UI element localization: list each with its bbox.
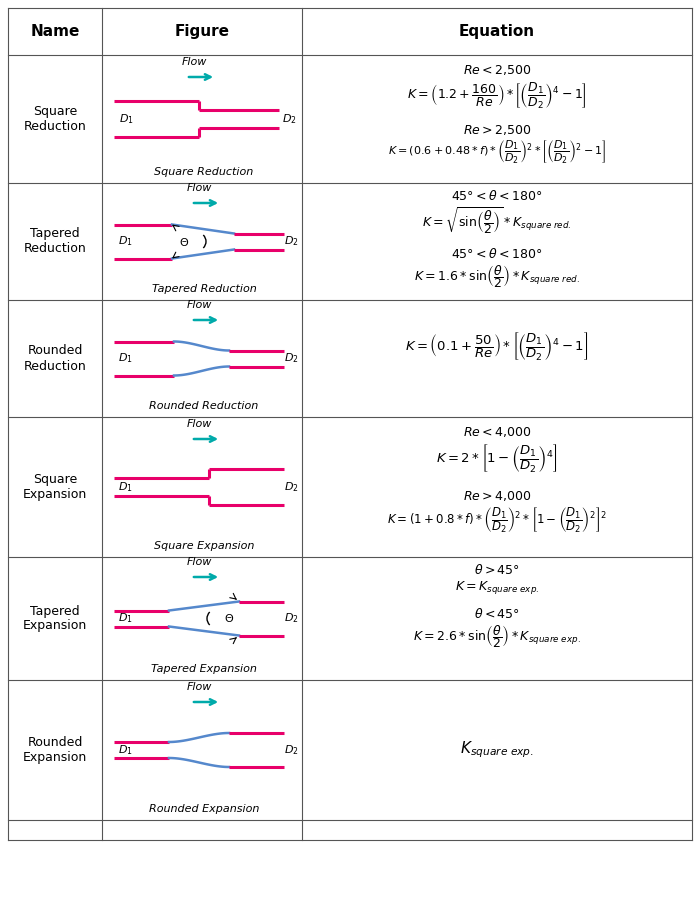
Text: Flow: Flow [186, 300, 211, 310]
Text: $K = \left(0.1 + \dfrac{50}{Re}\right) * \left[\left(\dfrac{D_1}{D_2}\right)^{4}: $K = \left(0.1 + \dfrac{50}{Re}\right) *… [405, 330, 589, 363]
Text: $D_1$: $D_1$ [119, 112, 134, 126]
Text: $45° < \theta < 180°$: $45° < \theta < 180°$ [452, 189, 542, 203]
Text: $D_1$: $D_1$ [118, 352, 133, 365]
Text: $K = 2 * \left[1 - \left(\dfrac{D_1}{D_2}\right)^{4}\right]$: $K = 2 * \left[1 - \left(\dfrac{D_1}{D_2… [436, 443, 558, 475]
Text: Tapered
Reduction: Tapered Reduction [24, 228, 86, 256]
Text: $K = (1 + 0.8 * f) * \left(\dfrac{D_1}{D_2}\right)^{2} * \left[1 - \left(\dfrac{: $K = (1 + 0.8 * f) * \left(\dfrac{D_1}{D… [387, 505, 607, 535]
Text: Tapered Reduction: Tapered Reduction [152, 284, 256, 294]
Text: $\theta < 45°$: $\theta < 45°$ [474, 607, 520, 621]
Text: $K = (0.6 + 0.48 * f) * \left(\dfrac{D_1}{D_2}\right)^{2} * \left[\left(\dfrac{D: $K = (0.6 + 0.48 * f) * \left(\dfrac{D_1… [388, 139, 606, 166]
Text: Flow: Flow [181, 57, 206, 67]
Text: Flow: Flow [186, 183, 211, 193]
Text: $K = 2.6 * \sin\!\left(\dfrac{\theta}{2}\right) * K_{square\ exp.}$: $K = 2.6 * \sin\!\left(\dfrac{\theta}{2}… [413, 623, 581, 650]
Text: Square
Expansion: Square Expansion [23, 473, 87, 501]
Text: $K_{square\ exp.}$: $K_{square\ exp.}$ [460, 740, 534, 760]
Text: $D_1$: $D_1$ [118, 480, 133, 494]
Text: Flow: Flow [186, 419, 211, 429]
Text: $Re < 4{,}000$: $Re < 4{,}000$ [463, 425, 531, 439]
Text: Square Expansion: Square Expansion [154, 541, 254, 551]
Text: $K = \left(1.2 + \dfrac{160}{Re}\right) * \left[\left(\dfrac{D_1}{D_2}\right)^{4: $K = \left(1.2 + \dfrac{160}{Re}\right) … [407, 81, 587, 111]
Text: Rounded Reduction: Rounded Reduction [149, 401, 258, 411]
Text: Figure: Figure [174, 24, 230, 39]
Text: $D_2$: $D_2$ [284, 612, 299, 625]
Text: $D_2$: $D_2$ [284, 480, 299, 494]
Text: $K = K_{square\ exp.}$: $K = K_{square\ exp.}$ [455, 579, 539, 596]
Text: $\theta > 45°$: $\theta > 45°$ [474, 563, 520, 577]
Text: $\Theta$: $\Theta$ [224, 613, 234, 625]
Text: $K = 1.6 * \sin\!\left(\dfrac{\theta}{2}\right) * K_{square\ red.}$: $K = 1.6 * \sin\!\left(\dfrac{\theta}{2}… [414, 263, 580, 290]
Text: Name: Name [30, 24, 80, 39]
Text: Flow: Flow [186, 682, 211, 692]
Text: $D_2$: $D_2$ [284, 235, 299, 248]
Text: Equation: Equation [459, 24, 535, 39]
Text: $K = \sqrt{\sin\!\left(\dfrac{\theta}{2}\right)} * K_{square\ red.}$: $K = \sqrt{\sin\!\left(\dfrac{\theta}{2}… [422, 205, 572, 236]
Text: $Re < 2{,}500$: $Re < 2{,}500$ [463, 63, 531, 77]
Text: $Re > 4{,}000$: $Re > 4{,}000$ [463, 489, 531, 503]
Text: Tapered Expansion: Tapered Expansion [151, 664, 257, 674]
Text: Tapered
Expansion: Tapered Expansion [23, 605, 87, 633]
Text: $D_1$: $D_1$ [118, 743, 133, 757]
Text: Rounded
Expansion: Rounded Expansion [23, 736, 87, 764]
Text: $D_2$: $D_2$ [282, 112, 297, 126]
Text: $D_2$: $D_2$ [284, 743, 299, 757]
Text: $D_1$: $D_1$ [118, 235, 133, 248]
Text: Flow: Flow [186, 557, 211, 567]
Text: Rounded Expansion: Rounded Expansion [149, 804, 259, 814]
Text: $D_1$: $D_1$ [118, 612, 133, 625]
Text: Square Reduction: Square Reduction [155, 167, 253, 177]
Text: $\Theta$: $\Theta$ [179, 236, 189, 248]
Text: $D_2$: $D_2$ [284, 352, 299, 365]
Text: $Re > 2{,}500$: $Re > 2{,}500$ [463, 123, 531, 137]
Text: $45° < \theta < 180°$: $45° < \theta < 180°$ [452, 247, 542, 261]
Text: Rounded
Reduction: Rounded Reduction [24, 345, 86, 373]
Text: Square
Reduction: Square Reduction [24, 105, 86, 133]
